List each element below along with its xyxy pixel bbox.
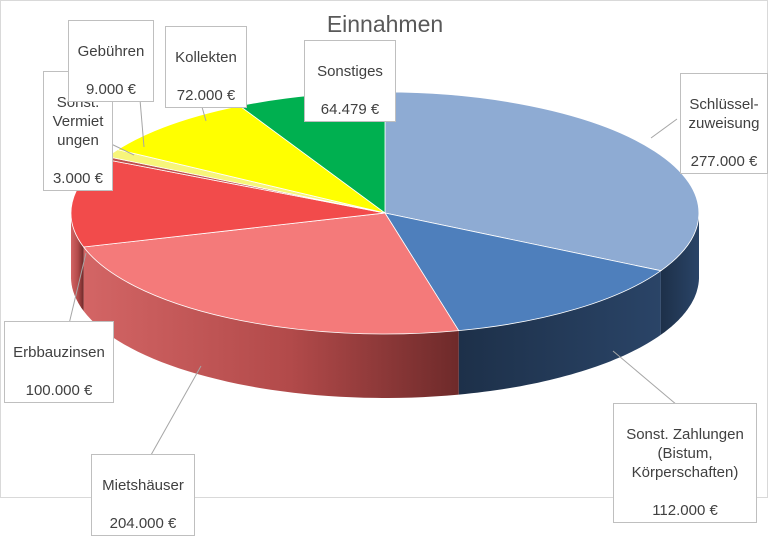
slice-label-text: Gebühren <box>77 43 145 60</box>
slice-label-sonst-zahlungen: Sonst. Zahlungen (Bistum, Körperschaften… <box>613 403 757 523</box>
slice-value-text: 100.000 € <box>25 382 93 399</box>
slice-value-text: 3.000 € <box>52 170 104 187</box>
pie-slice-mietshäuser <box>82 212 460 335</box>
pie-chart <box>68 63 700 456</box>
slice-label-text: Sonstiges <box>317 63 383 80</box>
slice-value-text: 64.479 € <box>320 101 380 118</box>
pie-side-layer <box>71 213 699 398</box>
slice-label-kollekten: Kollekten 72.000 € <box>165 26 247 108</box>
pie-slice-schlüssel-zuweisung <box>384 91 700 272</box>
leader-line-schlüssel-zuweisung <box>650 118 678 139</box>
slice-label-sonstiges: Sonstiges 64.479 € <box>304 40 396 122</box>
pie-slice-sonst-zahlungen-bistum-körperschaften <box>384 212 662 332</box>
pie-side-sonst-zahlungen-bistum-körperschaften <box>458 270 661 395</box>
slice-label-schluesselzuweisung: Schlüssel- zuweisung 277.000 € <box>680 73 768 174</box>
slice-label-text: Erbbauzinsen <box>13 344 105 361</box>
slice-value-text: 204.000 € <box>109 515 177 532</box>
slice-label-text: Kollekten <box>175 49 237 66</box>
pie-side-erbbauzinsen <box>71 213 84 311</box>
slice-label-text: Sonst. Zahlungen (Bistum, Körperschaften… <box>626 426 744 481</box>
slice-value-text: 9.000 € <box>85 81 137 98</box>
pie-side-mietshäuser <box>83 247 459 398</box>
slice-label-text: Sonst. Vermiet ungen <box>52 94 104 149</box>
slice-label-text: Schlüssel- zuweisung <box>688 96 760 132</box>
chart-title: Einnahmen <box>326 11 444 37</box>
slice-label-mietshaeuser: Mietshäuser 204.000 € <box>91 454 195 536</box>
slice-label-erbbauzinsen: Erbbauzinsen 100.000 € <box>4 321 114 403</box>
slice-value-text: 72.000 € <box>176 87 236 104</box>
leader-line-mietshäuser <box>150 365 202 456</box>
slice-value-text: 277.000 € <box>690 153 758 170</box>
leader-line-erbbauzinsen <box>68 252 87 325</box>
slice-value-text: 112.000 € <box>652 502 718 519</box>
pie-top-layer <box>70 91 700 335</box>
slice-label-text: Mietshäuser <box>102 477 184 494</box>
slice-label-gebuehren: Gebühren 9.000 € <box>68 20 154 102</box>
pie-side-schlüssel-zuweisung <box>660 213 699 335</box>
leader-line-sonst-zahlungen-bistum-körperschaften <box>612 350 678 406</box>
